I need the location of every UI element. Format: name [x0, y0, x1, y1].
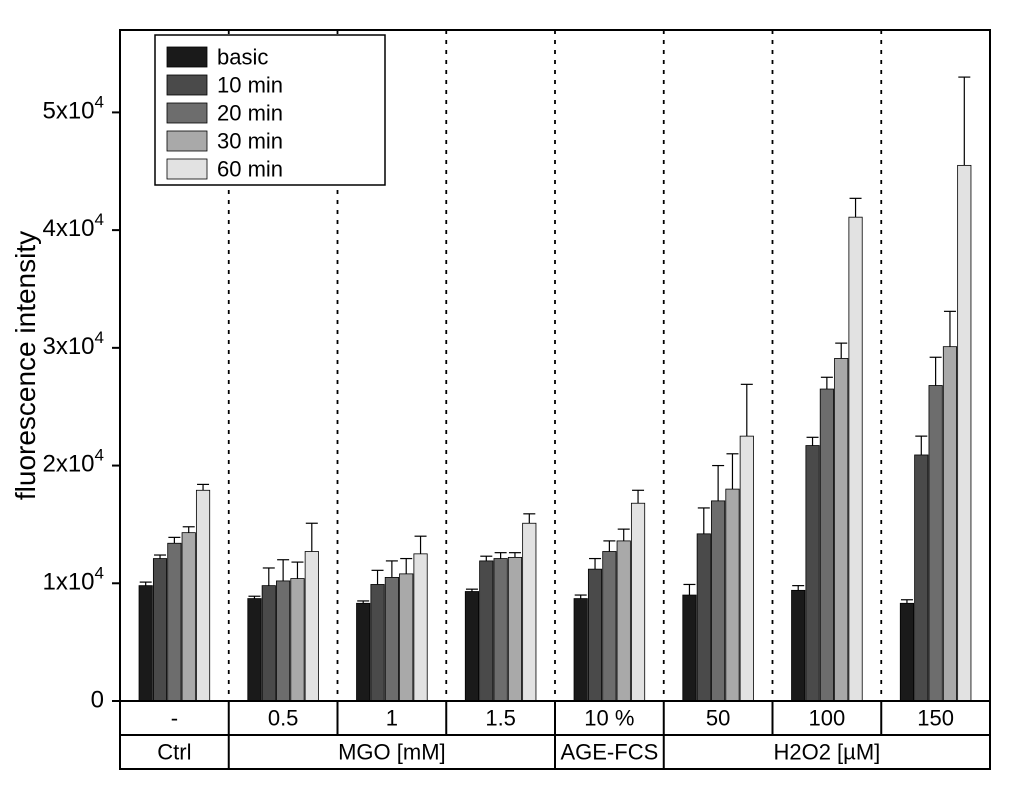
- svg-text:50: 50: [706, 706, 730, 731]
- y-axis-label: fluorescence intensity: [10, 231, 41, 500]
- svg-text:150: 150: [917, 706, 954, 731]
- legend: basic 10 min 20 min 30 min 60 min: [155, 35, 385, 185]
- svg-text:10 %: 10 %: [584, 706, 634, 731]
- svg-text:20 min: 20 min: [217, 101, 283, 126]
- svg-text:AGE-FCS: AGE-FCS: [560, 740, 658, 765]
- svg-text:-: -: [171, 706, 178, 731]
- svg-text:1.5: 1.5: [485, 706, 516, 731]
- svg-text:0: 0: [91, 686, 104, 713]
- svg-text:30 min: 30 min: [217, 129, 283, 154]
- bar-chart: 01x1042x1043x1044x1045x104fluorescence i…: [0, 0, 1020, 791]
- svg-text:H2O2 [µM]: H2O2 [µM]: [773, 740, 880, 765]
- svg-text:60 min: 60 min: [217, 157, 283, 182]
- svg-text:100: 100: [809, 706, 846, 731]
- svg-text:10 min: 10 min: [217, 73, 283, 98]
- svg-text:basic: basic: [217, 45, 268, 70]
- svg-text:0.5: 0.5: [268, 706, 299, 731]
- svg-text:MGO [mM]: MGO [mM]: [338, 740, 446, 765]
- svg-text:Ctrl: Ctrl: [157, 740, 191, 765]
- svg-text:1: 1: [386, 706, 398, 731]
- chart-container: 01x1042x1043x1044x1045x104fluorescence i…: [0, 0, 1020, 791]
